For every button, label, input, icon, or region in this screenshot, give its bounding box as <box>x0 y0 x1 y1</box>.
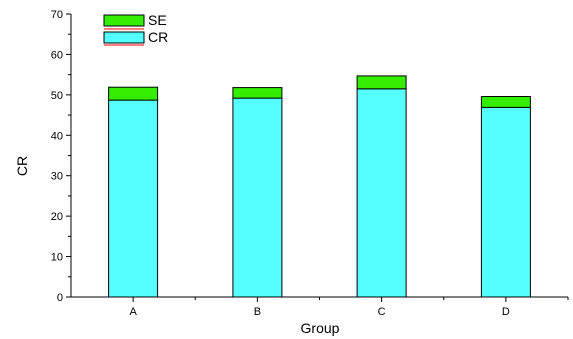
bar-cr-d <box>480 106 531 298</box>
y-axis-title: CR <box>14 156 30 176</box>
legend-swatch-cr <box>103 31 145 44</box>
y-tick-label-20: 20 <box>51 211 63 223</box>
y-tick-label-50: 50 <box>51 90 63 102</box>
bar-cr-b <box>232 97 283 298</box>
y-tick-label-40: 40 <box>51 130 63 142</box>
bars-layer <box>108 75 531 298</box>
bar-cr-a <box>108 99 159 298</box>
y-tick-label-70: 70 <box>51 9 63 21</box>
axes-layer: 0 10 20 30 40 50 60 70 A B C D <box>51 9 569 318</box>
x-tick-label-b: B <box>254 306 261 318</box>
legend-label-cr: CR <box>148 29 168 45</box>
bar-cr-c <box>356 88 407 298</box>
x-tick-label-c: C <box>378 306 386 318</box>
x-tick-label-a: A <box>129 306 137 318</box>
y-tick-label-10: 10 <box>51 252 63 264</box>
bar-se-b <box>232 87 283 99</box>
bar-se-c <box>356 75 407 90</box>
bar-se-a <box>108 86 159 101</box>
x-tick-label-d: D <box>502 306 510 318</box>
x-axis-title: Group <box>301 320 340 336</box>
legend-label-se: SE <box>148 12 167 28</box>
legend: SE CR <box>103 12 168 46</box>
y-tick-label-0: 0 <box>57 292 63 304</box>
y-tick-label-60: 60 <box>51 49 63 61</box>
legend-swatch-se <box>103 14 145 27</box>
bar-se-d <box>480 96 531 108</box>
y-tick-label-30: 30 <box>51 171 63 183</box>
